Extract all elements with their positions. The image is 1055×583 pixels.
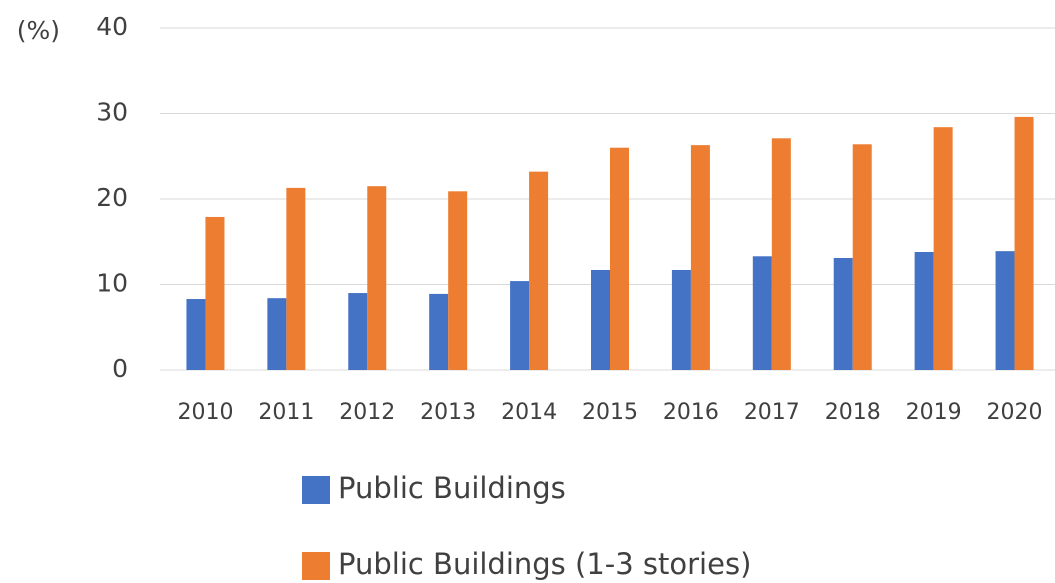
y-tick-label: 40 bbox=[96, 12, 128, 41]
bar bbox=[529, 171, 549, 370]
y-tick-label: 10 bbox=[96, 269, 128, 298]
bar bbox=[833, 257, 853, 370]
bar bbox=[286, 187, 306, 370]
x-tick-label: 2017 bbox=[744, 400, 800, 425]
bar bbox=[1014, 116, 1034, 370]
y-tick-label: 30 bbox=[96, 98, 128, 127]
x-tick-label: 2019 bbox=[906, 400, 962, 425]
y-axis-label: (%) bbox=[17, 16, 60, 45]
bar bbox=[752, 256, 772, 370]
bar bbox=[267, 298, 287, 370]
x-tick-label: 2020 bbox=[987, 400, 1043, 425]
x-tick-label: 2014 bbox=[501, 400, 557, 425]
x-tick-label: 2013 bbox=[420, 400, 476, 425]
bar bbox=[448, 191, 468, 370]
bar bbox=[771, 138, 791, 370]
x-tick-label: 2011 bbox=[258, 400, 314, 425]
legend-swatch bbox=[302, 552, 330, 580]
bar bbox=[852, 144, 872, 370]
bar bbox=[205, 216, 225, 370]
legend-label: Public Buildings (1-3 stories) bbox=[338, 547, 751, 581]
legend-swatch bbox=[302, 476, 330, 504]
bar bbox=[429, 293, 449, 370]
x-tick-label: 2015 bbox=[582, 400, 638, 425]
bar bbox=[995, 251, 1015, 370]
bar bbox=[367, 186, 387, 370]
x-tick-label: 2018 bbox=[825, 400, 881, 425]
bar bbox=[610, 147, 629, 370]
legend-label: Public Buildings bbox=[338, 471, 566, 505]
bar bbox=[348, 293, 368, 370]
x-tick-label: 2016 bbox=[663, 400, 719, 425]
bar bbox=[933, 127, 953, 371]
y-tick-label: 20 bbox=[96, 183, 128, 212]
bar bbox=[186, 299, 206, 370]
x-tick-label: 2012 bbox=[339, 400, 395, 425]
bar bbox=[591, 269, 610, 370]
x-tick-label: 2010 bbox=[177, 400, 233, 425]
bar bbox=[914, 252, 934, 370]
y-tick-label: 0 bbox=[112, 354, 128, 383]
bar bbox=[510, 281, 530, 370]
bar bbox=[671, 269, 691, 370]
bar bbox=[690, 145, 710, 370]
